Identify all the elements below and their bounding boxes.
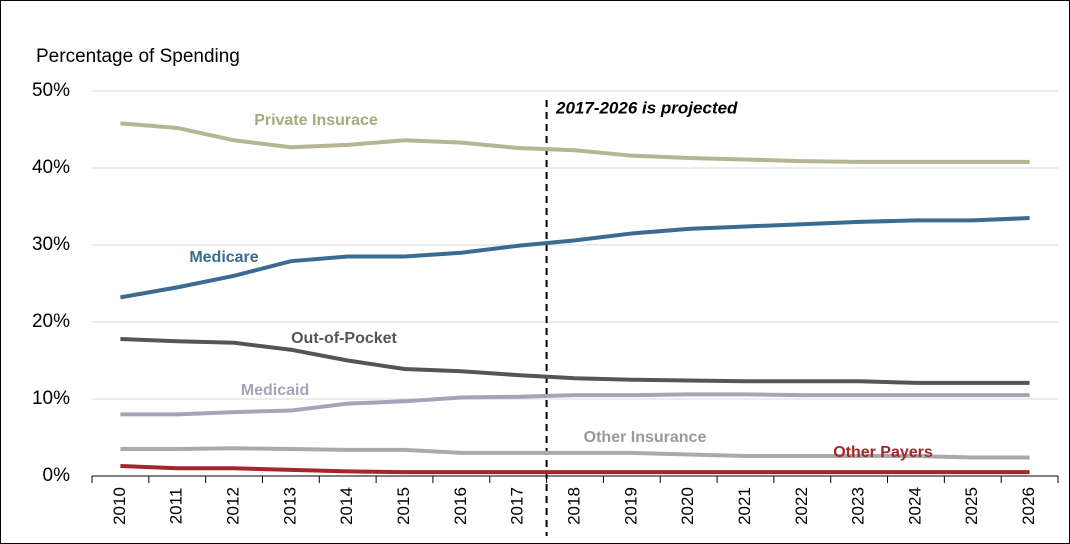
x-tick-label: 2025 (962, 487, 981, 525)
series-line (120, 463, 1030, 475)
series-label: Medicaid (241, 382, 309, 399)
series-line (120, 446, 1030, 460)
x-tick-label: 2011 (167, 488, 186, 525)
y-axis-label: Percentage of Spending (36, 46, 240, 67)
y-tick-label: 20% (32, 311, 70, 332)
series-line (120, 392, 1030, 417)
x-tick-label: 2013 (280, 487, 299, 525)
x-tick-label: 2010 (110, 487, 129, 525)
x-tick-label: 2017 (508, 487, 527, 525)
y-tick-label: 40% (32, 157, 70, 178)
series-line (120, 121, 1030, 164)
x-tick-label: 2019 (621, 487, 640, 525)
x-tick-label: 2018 (564, 487, 583, 525)
x-tick-label: 2021 (735, 487, 754, 525)
y-tick-label: 30% (32, 234, 70, 255)
y-tick-label: 0% (43, 465, 71, 486)
x-tick-label: 2015 (394, 487, 413, 525)
y-tick-label: 50% (32, 80, 70, 101)
x-tick-label: 2024 (905, 487, 924, 525)
x-tick-label: 2023 (849, 487, 868, 525)
series-label: Private Insurace (254, 112, 378, 129)
x-tick-label: 2020 (678, 487, 697, 525)
series-line (120, 216, 1030, 300)
x-tick-label: 2022 (792, 487, 811, 525)
x-tick-label: 2014 (337, 487, 356, 525)
series-line (120, 336, 1030, 385)
x-tick-label: 2016 (451, 487, 470, 525)
series-label: Out-of-Pocket (291, 330, 397, 347)
series-label: Other Payers (833, 444, 933, 461)
annotation: 2017-2026 is projected (555, 98, 738, 117)
series-label: Medicare (189, 249, 258, 266)
series-label: Other Insurance (584, 429, 707, 446)
x-tick-label: 2026 (1019, 487, 1038, 525)
y-tick-label: 10% (32, 388, 70, 409)
x-tick-label: 2012 (224, 487, 243, 525)
